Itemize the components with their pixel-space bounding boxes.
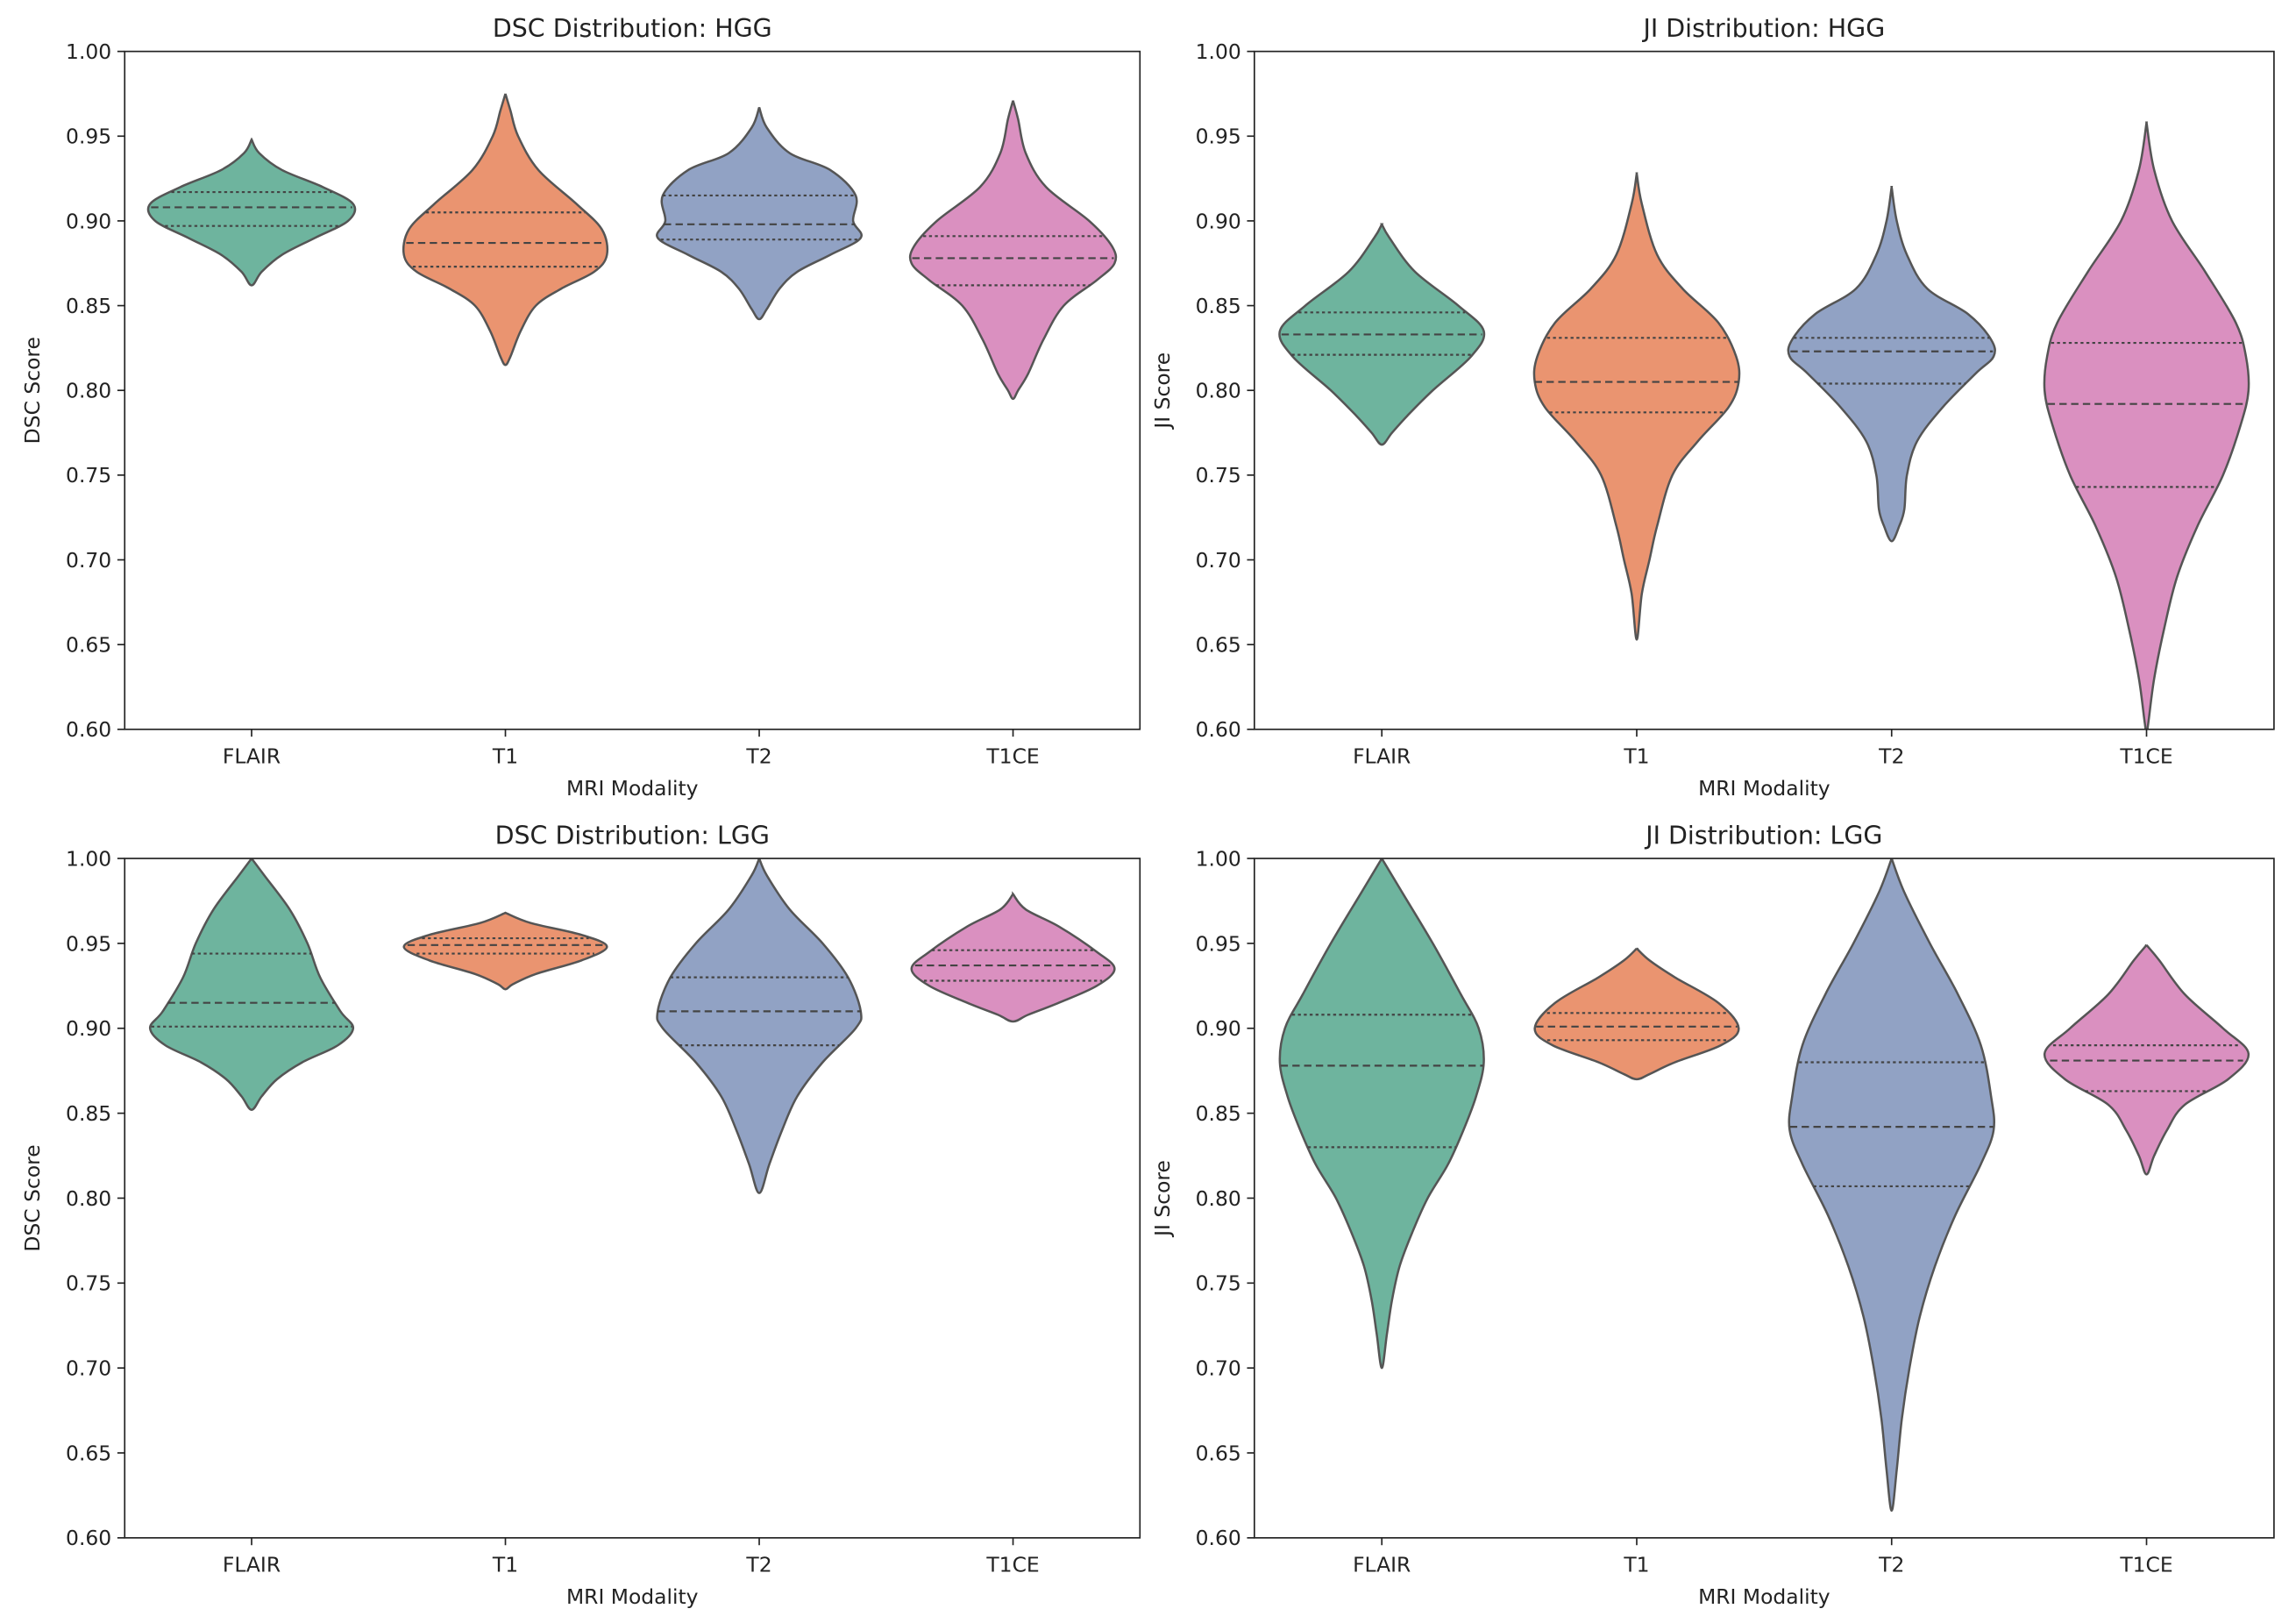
y-tick-label: 0.65 (66, 633, 111, 658)
y-tick-label: 0.75 (66, 1271, 111, 1296)
y-tick-label: 0.60 (1196, 1526, 1241, 1550)
chart-title: DSC Distribution: LGG (495, 821, 770, 850)
y-tick-label: 1.00 (66, 39, 111, 64)
violin-flair (1278, 858, 1485, 1370)
y-tick-label: 0.60 (66, 717, 111, 742)
x-tick-label: T1 (1623, 744, 1649, 768)
subplot-0: 0.60 0.65 0.70 0.75 0.80 0.85 0.90 0.95 1.00 FLAI… (20, 14, 1141, 801)
y-tick-label: 0.90 (66, 209, 111, 233)
violin-t1ce (2043, 122, 2250, 730)
y-tick-label: 1.00 (1196, 846, 1241, 871)
x-tick-label: T2 (745, 1552, 771, 1577)
x-axis-label: MRI Modality (1698, 1584, 1830, 1609)
x-tick-label: T1CE (2119, 744, 2172, 768)
x-tick-label: FLAIR (1353, 744, 1411, 768)
y-tick-label: 0.85 (66, 294, 111, 318)
axes-frame (124, 50, 1141, 730)
x-tick-label: T1 (492, 744, 518, 768)
x-tick-label: FLAIR (223, 1552, 281, 1577)
x-tick-label: T2 (1878, 1552, 1904, 1577)
x-tick-label: T1CE (2119, 1552, 2172, 1577)
subplot-3: 0.60 0.65 0.70 0.75 0.80 0.85 0.90 0.95 1.00 FLAI… (1150, 821, 2275, 1609)
y-tick-label: 0.75 (66, 463, 111, 488)
y-tick-label: 0.65 (1196, 1441, 1241, 1465)
y-tick-label: 0.90 (1196, 209, 1241, 233)
y-tick-label: 0.70 (66, 1356, 111, 1381)
y-tick-label: 0.90 (66, 1016, 111, 1041)
violin-t2 (1788, 858, 1996, 1513)
subplot-2: 0.60 0.65 0.70 0.75 0.80 0.85 0.90 0.95 1.00 FLAI… (20, 821, 1141, 1609)
chart-title: DSC Distribution: HGG (493, 14, 772, 43)
subplot-1: 0.60 0.65 0.70 0.75 0.80 0.85 0.90 0.95 1.00 FLAI… (1150, 14, 2275, 801)
y-axis-label: JI Score (1150, 352, 1175, 431)
y-tick-label: 0.75 (1196, 463, 1241, 488)
violin-t2 (1787, 187, 1996, 543)
chart-title: JI Distribution: LGG (1644, 821, 1882, 850)
y-tick-label: 1.00 (1196, 39, 1241, 64)
violin-t2 (656, 858, 863, 1194)
x-tick-label: T1 (492, 1552, 518, 1577)
violin-t1ce (908, 100, 1118, 401)
y-tick-label: 0.80 (66, 1186, 111, 1211)
x-tick-label: T2 (1878, 744, 1904, 768)
x-tick-label: T1CE (985, 744, 1039, 768)
x-axis-label: MRI Modality (1698, 776, 1830, 801)
chart-title: JI Distribution: HGG (1641, 14, 1885, 43)
violin-t1 (402, 911, 608, 991)
violin-t2 (656, 106, 863, 321)
y-tick-label: 0.65 (66, 1441, 111, 1465)
y-tick-label: 0.65 (1196, 633, 1241, 658)
violins (146, 93, 1118, 401)
x-tick-label: T1 (1623, 1552, 1649, 1577)
y-tick-label: 0.95 (1196, 125, 1241, 149)
y-tick-label: 0.95 (1196, 931, 1241, 956)
y-tick-label: 0.70 (1196, 548, 1241, 573)
violin-t1 (402, 93, 609, 367)
y-tick-label: 0.80 (1196, 1186, 1241, 1211)
x-tick-label: FLAIR (223, 744, 281, 768)
violins (1278, 122, 2250, 730)
y-axis-label: JI Score (1150, 1160, 1175, 1238)
y-tick-label: 0.85 (1196, 1101, 1241, 1126)
y-tick-label: 0.60 (1196, 717, 1241, 742)
violin-t1 (1532, 173, 1741, 641)
x-tick-label: T1CE (985, 1552, 1039, 1577)
y-tick-label: 0.95 (66, 931, 111, 956)
y-tick-label: 0.90 (1196, 1016, 1241, 1041)
violin-flair (146, 137, 357, 287)
x-axis-label: MRI Modality (566, 776, 699, 801)
x-axis-label: MRI Modality (566, 1584, 699, 1609)
y-tick-label: 0.85 (66, 1101, 111, 1126)
y-tick-label: 0.75 (1196, 1271, 1241, 1296)
y-tick-label: 0.70 (1196, 1356, 1241, 1381)
y-tick-label: 0.80 (1196, 379, 1241, 403)
violins (1278, 858, 2250, 1513)
y-axis-label: DSC Score (20, 1144, 45, 1251)
x-tick-label: FLAIR (1353, 1552, 1411, 1577)
y-tick-label: 0.85 (1196, 294, 1241, 318)
y-tick-label: 0.70 (66, 548, 111, 573)
y-tick-label: 0.95 (66, 125, 111, 149)
x-tick-label: T2 (745, 744, 771, 768)
violins (148, 858, 1116, 1194)
violin-flair (148, 858, 355, 1111)
y-tick-label: 1.00 (66, 846, 111, 871)
y-axis-label: DSC Score (20, 337, 45, 444)
violin-t1ce (910, 891, 1116, 1023)
y-tick-label: 0.60 (66, 1526, 111, 1550)
y-tick-label: 0.80 (66, 379, 111, 403)
